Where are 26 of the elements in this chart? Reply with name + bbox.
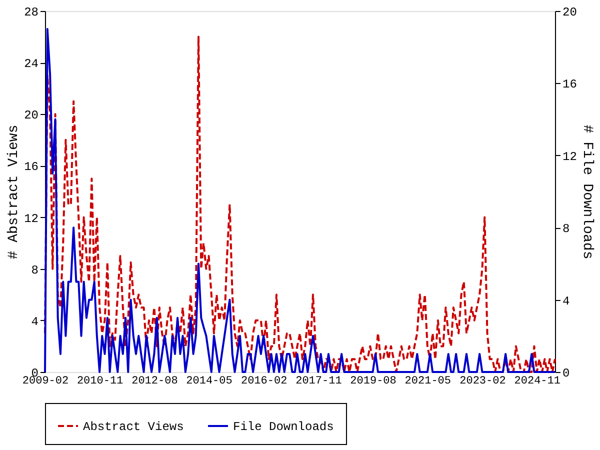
- y-tick-label: 20: [24, 108, 38, 123]
- y2-tick-label: 12: [562, 150, 577, 164]
- y-tick-label: 8: [31, 263, 38, 278]
- x-tick-label: 2014-05: [186, 376, 232, 388]
- x-tick-label: 2016-02: [240, 376, 288, 388]
- legend-label: Abstract Views: [83, 420, 184, 434]
- y2-tick-label: 4: [562, 294, 570, 308]
- x-tick-label: 2021-05: [404, 376, 452, 388]
- y-tick-label: 24: [24, 57, 38, 72]
- legend-label: File Downloads: [233, 420, 334, 434]
- y2-tick-label: 0: [562, 366, 570, 380]
- y-tick-label: 4: [31, 314, 38, 329]
- x-tick-label: 2012-08: [132, 376, 178, 388]
- y-tick-label: 28: [24, 6, 38, 20]
- y-axis-title: # Abstract Views: [6, 124, 22, 260]
- x-tick-label: 2017-11: [296, 376, 342, 388]
- x-tick-label: 2023-02: [460, 376, 506, 388]
- y2-tick-label: 8: [562, 222, 570, 236]
- x-tick-label: 2024-11: [514, 376, 561, 388]
- y-tick-label: 16: [24, 160, 38, 174]
- x-tick-label: 2010-11: [76, 376, 124, 388]
- y2-axis-title: # File Downloads: [578, 124, 595, 260]
- y2-tick-label: 20: [562, 6, 577, 20]
- x-tick-label: 2019-08: [350, 376, 396, 388]
- y2-tick-label: 16: [562, 78, 577, 92]
- y-tick-label: 12: [24, 212, 38, 226]
